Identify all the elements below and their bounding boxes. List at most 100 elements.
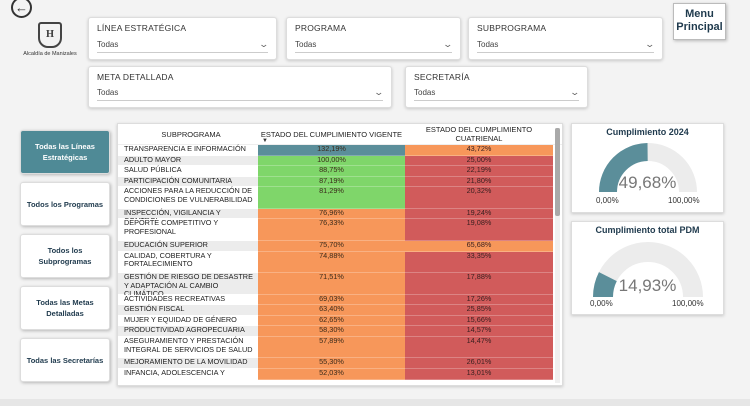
subprograma-table: SUBPROGRAMA ESTADO DEL CUMPLIMIENTO VIGE… (117, 123, 563, 386)
cell-subprograma: MEJORAMIENTO DE LA MOVILIDAD (118, 358, 258, 370)
cell-cuatrienal: 17,26% (405, 294, 553, 306)
subprograma-filter[interactable]: SUBPROGRAMA Todas ⌄ (468, 17, 663, 60)
chevron-down-icon: ⌄ (644, 39, 656, 49)
cell-vigente: 87,19% (258, 176, 405, 188)
cell-vigente: 132,19% (258, 144, 405, 156)
cell-cuatrienal: 25,85% (405, 305, 553, 316)
todas-metas-button[interactable]: Todas las Metas Detalladas (20, 286, 110, 330)
chevron-down-icon: ⌄ (258, 39, 270, 49)
gauge-title: Cumplimiento total PDM (595, 225, 700, 235)
menu-principal-button[interactable]: Menu Principal (673, 3, 726, 40)
cell-cuatrienal: 65,68% (405, 240, 553, 252)
cell-cuatrienal: 19,08% (405, 219, 553, 241)
cell-subprograma: MUJER Y EQUIDAD DE GÉNERO (118, 315, 258, 327)
sort-descending-icon: ▼ (262, 138, 268, 144)
table-row[interactable]: GESTIÓN FISCAL 63,40% 25,85% (118, 305, 555, 316)
filter-value: Todas (477, 40, 499, 49)
gauge-max: 100,00% (668, 196, 700, 205)
gauge-cumplimiento-total: Cumplimiento total PDM 14,93% 0,00% 100,… (571, 221, 724, 315)
cell-vigente: 62,65% (258, 315, 405, 327)
table-row[interactable]: ADULTO MAYOR 100,00% 25,00% (118, 155, 555, 167)
chevron-down-icon: ⌄ (569, 87, 581, 97)
todas-lineas-button[interactable]: Todas las Líneas Estratégicas (20, 130, 110, 174)
cell-vigente: 71,51% (258, 272, 405, 295)
filter-value: Todas (97, 40, 119, 49)
bottom-bar (0, 399, 750, 406)
table-row[interactable]: MEJORAMIENTO DE LA MOVILIDAD 55,30% 26,01% (118, 358, 555, 370)
table-row[interactable]: ASEGURAMIENTO Y PRESTACIÓN INTEGRAL DE S… (118, 336, 555, 359)
cell-subprograma: ACTIVIDADES RECREATIVAS (118, 294, 258, 306)
table-row[interactable]: ACTIVIDADES RECREATIVAS 69,03% 17,26% (118, 294, 555, 306)
chevron-down-icon: ⌄ (442, 39, 454, 49)
logo-text: Alcaldía de Manizales (23, 51, 77, 57)
filter-label: PROGRAMA (295, 23, 347, 33)
table-row[interactable]: TRANSPARENCIA E INFORMACIÓN 132,19% 43,72% (118, 144, 555, 156)
filter-label: LÍNEA ESTRATÉGICA (97, 23, 187, 33)
cell-vigente: 100,00% (258, 155, 405, 167)
programa-filter[interactable]: PROGRAMA Todas ⌄ (286, 17, 461, 60)
cell-vigente: 63,40% (258, 305, 405, 316)
logo: H Alcaldía de Manizales (20, 22, 80, 57)
cell-subprograma: EDUCACIÓN SUPERIOR (118, 240, 258, 252)
filter-value: Todas (97, 88, 119, 97)
table-row[interactable]: ACCIONES PARA LA REDUCCIÓN DE CONDICIONE… (118, 187, 555, 209)
table-row[interactable]: SALUD PÚBLICA 88,75% 22,19% (118, 166, 555, 177)
cell-cuatrienal: 14,47% (405, 336, 553, 359)
table-row[interactable]: GESTIÓN DE RIESGO DE DESASTRE Y ADAPTACI… (118, 272, 555, 298)
cell-subprograma: GESTIÓN DE RIESGO DE DESASTRE Y ADAPTACI… (118, 272, 258, 298)
cell-cuatrienal: 19,24% (405, 208, 553, 220)
gauge-chart (593, 242, 703, 298)
scrollbar-track[interactable] (555, 128, 560, 383)
gauge-title: Cumplimiento 2024 (606, 127, 689, 137)
filter-label: META DETALLADA (97, 72, 174, 82)
shield-icon: H (38, 22, 62, 48)
cell-cuatrienal: 26,01% (405, 358, 553, 370)
cell-vigente: 55,30% (258, 358, 405, 370)
todos-programas-button[interactable]: Todos los Programas (20, 182, 110, 226)
table-row[interactable]: PARTICIPACIÓN COMUNITARIA 87,19% 21,80% (118, 176, 555, 188)
cell-cuatrienal: 21,80% (405, 176, 553, 188)
table-row[interactable]: EDUCACIÓN SUPERIOR 75,70% 65,68% (118, 240, 555, 252)
cell-subprograma: PRODUCTIVIDAD AGROPECUARIA (118, 326, 258, 337)
meta-detallada-filter[interactable]: META DETALLADA Todas ⌄ (88, 66, 392, 108)
gauge-chart (599, 143, 697, 193)
back-button[interactable]: ← (11, 0, 32, 18)
table-row[interactable]: CALIDAD, COBERTURA Y FORTALECIMIENTO 74,8… (118, 251, 555, 274)
cell-cuatrienal: 14,57% (405, 326, 553, 337)
meta-detallada-select[interactable]: Todas ⌄ (97, 85, 385, 101)
cell-subprograma: DEPORTE COMPETITIVO Y PROFESIONAL (118, 219, 258, 241)
cell-vigente: 81,29% (258, 187, 405, 209)
linea-estrategica-select[interactable]: Todas ⌄ (97, 37, 270, 53)
gauge-value: 14,93% (618, 276, 677, 295)
cell-cuatrienal: 25,00% (405, 155, 553, 167)
cell-vigente: 76,96% (258, 208, 405, 220)
table-row[interactable]: PRODUCTIVIDAD AGROPECUARIA 58,30% 14,57% (118, 326, 555, 337)
gauge-cumplimiento-2024: Cumplimiento 2024 49,68% 0,00% 100,00% (571, 123, 724, 213)
table-row[interactable]: INFANCIA, ADOLESCENCIA Y 52,03% 13,01% (118, 368, 555, 380)
column-header-subprograma[interactable]: SUBPROGRAMA (161, 129, 221, 139)
column-header-cuatrienal[interactable]: ESTADO DEL CUMPLIMIENTO CUATRIENAL (425, 125, 533, 143)
cell-cuatrienal: 22,19% (405, 166, 553, 177)
subprograma-select[interactable]: Todas ⌄ (477, 37, 656, 53)
cell-vigente: 58,30% (258, 326, 405, 337)
cell-subprograma: TRANSPARENCIA E INFORMACIÓN (118, 144, 258, 156)
filter-label: SECRETARÍA (414, 72, 470, 82)
programa-select[interactable]: Todas ⌄ (295, 37, 454, 53)
cell-cuatrienal: 17,88% (405, 272, 553, 295)
linea-estrategica-filter[interactable]: LÍNEA ESTRATÉGICA Todas ⌄ (88, 17, 277, 60)
arrow-left-icon: ← (15, 0, 28, 15)
cell-vigente: 75,70% (258, 240, 405, 252)
chevron-down-icon: ⌄ (373, 87, 385, 97)
secretaria-filter[interactable]: SECRETARÍA Todas ⌄ (405, 66, 588, 108)
cell-subprograma: GESTIÓN FISCAL (118, 305, 258, 316)
gauge-value: 49,68% (618, 173, 677, 192)
cell-vigente: 88,75% (258, 166, 405, 177)
gauge-fill (599, 143, 649, 193)
scrollbar-thumb[interactable] (555, 128, 560, 216)
table-row[interactable]: DEPORTE COMPETITIVO Y PROFESIONAL 76,33% 1… (118, 219, 555, 241)
secretaria-select[interactable]: Todas ⌄ (414, 85, 581, 101)
todos-subprogramas-button[interactable]: Todos los Subprogramas (20, 234, 110, 278)
todas-secretarias-button[interactable]: Todas las Secretarías (20, 338, 110, 382)
column-header-vigente[interactable]: ESTADO DEL CUMPLIMIENTO VIGENTE (260, 129, 403, 139)
table-row[interactable]: MUJER Y EQUIDAD DE GÉNERO 62,65% 15,66% (118, 315, 555, 327)
